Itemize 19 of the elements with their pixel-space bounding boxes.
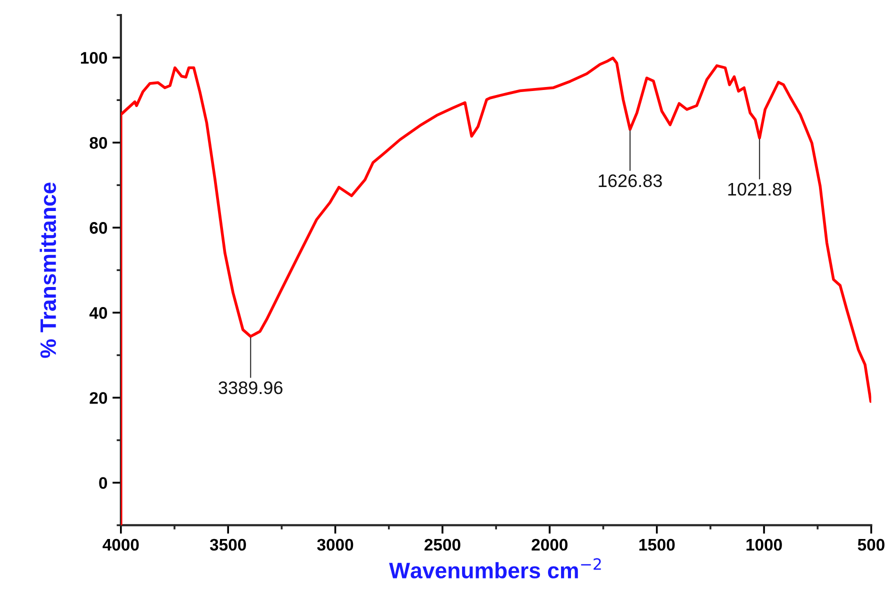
- x-tick-label: 1000: [746, 538, 782, 551]
- x-tick-label: 500: [858, 538, 884, 551]
- y-tick-label: 100: [80, 52, 108, 64]
- annotation: 3389.96: [218, 381, 282, 394]
- annotation: 1626.83: [598, 174, 662, 188]
- y-tick-label: 0: [99, 477, 108, 489]
- y-tick-label: 20: [90, 392, 108, 404]
- y-tick-label: 60: [90, 222, 108, 234]
- x-tick-label: 2000: [532, 538, 568, 551]
- x-tick-label: 3500: [210, 538, 246, 551]
- y-tick-label: 80: [90, 137, 108, 149]
- x-tick-label: 4000: [102, 538, 139, 551]
- annotation: 1021.89: [728, 182, 792, 196]
- x-axis-title: Wavenumbers cm$^{−2}$: [389, 558, 601, 578]
- y-axis-title: % Transmittance: [40, 182, 56, 358]
- x-tick-label: 1500: [639, 538, 675, 551]
- x-tick-label: 2500: [424, 538, 460, 551]
- x-tick-label: 3000: [317, 538, 354, 551]
- y-tick-label: 40: [89, 307, 108, 319]
